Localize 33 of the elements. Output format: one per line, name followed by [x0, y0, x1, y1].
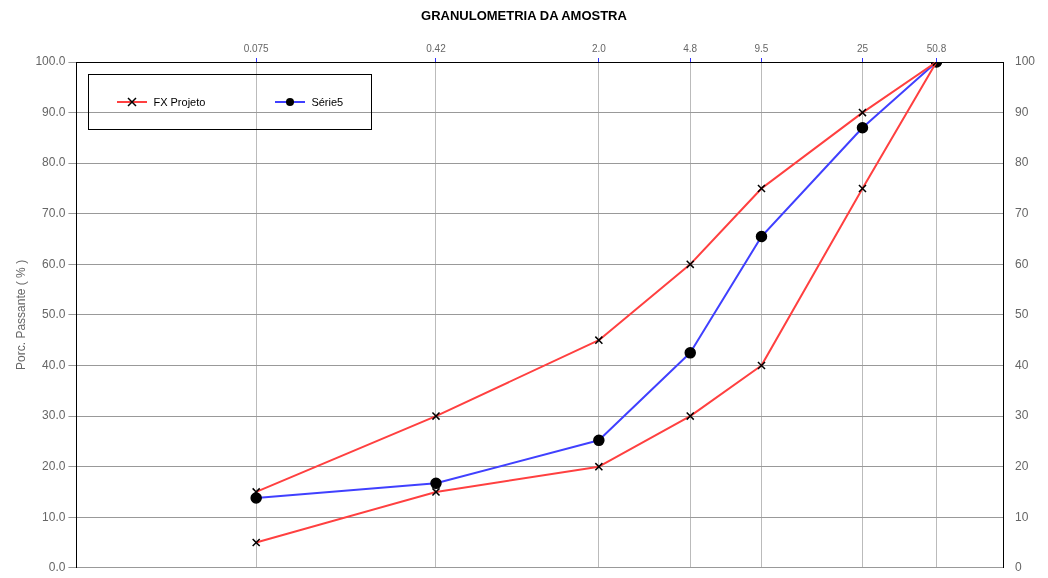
y-tick-label: 10.0 [42, 509, 66, 524]
y-tick-label: 70.0 [42, 206, 66, 221]
y-tick-label: 100.0 [35, 54, 66, 69]
y-tick-label: 60.0 [42, 256, 66, 271]
y-tick-label: 40.0 [42, 357, 66, 372]
y2-tick-label: 10 [1014, 509, 1029, 524]
y-tick-label: 20.0 [42, 458, 66, 473]
y2-tick-label: 100 [1014, 54, 1036, 69]
x-tick-label: 0.075 [243, 42, 270, 54]
y2-tick-label: 20 [1014, 458, 1029, 473]
x-tick-label: 4.8 [683, 42, 698, 54]
y-tick-label: 80.0 [42, 155, 66, 170]
y-tick-label: 50.0 [42, 307, 66, 322]
y-axis-title: Porc. Passante ( % ) [13, 259, 28, 370]
y2-tick-label: 50 [1014, 307, 1029, 322]
y2-tick-label: 70 [1014, 206, 1029, 221]
y2-tick-label: 80 [1014, 155, 1029, 170]
legend-label: FX Projeto [153, 96, 206, 108]
x-tick-label: 50.8 [926, 42, 947, 54]
legend-label: Série5 [311, 96, 344, 108]
y2-tick-label: 40 [1014, 357, 1029, 372]
y-tick-label: 0.0 [48, 560, 66, 575]
chart-title: GRANULOMETRIA DA AMOSTRA [420, 8, 628, 23]
y2-tick-label: 90 [1014, 104, 1029, 119]
y2-tick-label: 0 [1014, 560, 1022, 575]
x-tick-label: 9.5 [754, 42, 769, 54]
y2-tick-label: 30 [1014, 408, 1029, 423]
x-tick-label: 0.42 [426, 42, 447, 54]
y-tick-label: 90.0 [42, 104, 66, 119]
y-tick-label: 30.0 [42, 408, 66, 423]
y2-tick-label: 60 [1014, 256, 1029, 271]
x-tick-label: 2.0 [591, 42, 607, 54]
x-tick-label: 25 [856, 42, 869, 54]
